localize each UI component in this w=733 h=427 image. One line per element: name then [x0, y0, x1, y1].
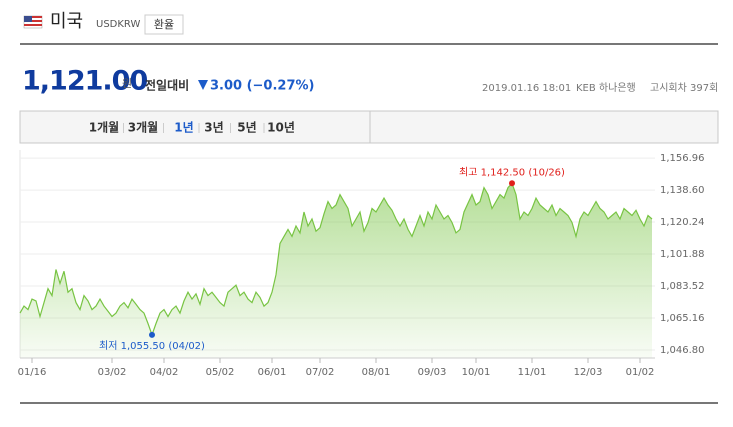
y-tick-label: 1,156.96 [660, 153, 705, 164]
x-tick-label: 07/02 [306, 367, 335, 378]
high-marker [509, 180, 515, 187]
y-tick-label: 1,083.52 [660, 281, 705, 292]
area [20, 183, 652, 358]
x-tick-label: 05/02 [206, 367, 235, 378]
period-tab[interactable]: 1개월 [89, 120, 119, 135]
y-tick-label: 1,138.60 [660, 185, 705, 196]
x-tick-label: 08/01 [362, 367, 391, 378]
price: 1,121.00 [22, 66, 147, 97]
low-annotation: 최저 1,055.50 (04/02) [99, 340, 205, 352]
y-tick-label: 1,065.16 [660, 313, 705, 324]
x-tick-label: 12/03 [574, 367, 603, 378]
down-arrow [198, 80, 208, 90]
currency-code: USDKRW [96, 19, 140, 30]
x-tick-label: 11/01 [518, 367, 547, 378]
x-tick-label: 06/01 [258, 367, 287, 378]
exchange-button-label[interactable]: 환율 [154, 18, 174, 31]
x-tick-label: 09/03 [418, 367, 447, 378]
tab-bar [19, 110, 719, 144]
exchange-button[interactable] [144, 14, 184, 35]
period-tab[interactable]: 5년 [237, 121, 256, 135]
quote-round: 고시회차 397회 [650, 82, 718, 94]
flag-icon [23, 15, 43, 29]
x-tick-label: 03/02 [98, 367, 127, 378]
quote-datetime: 2019.01.16 18:01 [482, 83, 571, 94]
x-tick-label: 10/01 [462, 367, 491, 378]
period-tab[interactable]: 1년 [174, 121, 193, 135]
price-unit: 원 [122, 77, 132, 90]
quote-bank: KEB 하나은행 [576, 81, 636, 94]
x-tick-label: 01/02 [626, 367, 655, 378]
period-tab[interactable]: 3년 [204, 121, 223, 135]
country-name: 미국 [50, 11, 83, 32]
y-tick-label: 1,101.88 [660, 249, 705, 260]
compare-label: 전일대비 [145, 78, 189, 93]
x-tick-label: 01/16 [18, 367, 47, 378]
high-annotation: 최고 1,142.50 (10/26) [459, 166, 565, 178]
line [19, 182, 653, 337]
x-tick-label: 04/02 [150, 367, 179, 378]
y-tick-label: 1,046.80 [660, 345, 705, 356]
y-tick-label: 1,120.24 [660, 217, 705, 228]
low-marker [149, 331, 155, 338]
period-tab[interactable]: 3개월 [128, 120, 158, 135]
price-change: 3.00 (−0.27%) [210, 79, 314, 94]
period-tab[interactable]: 10년 [267, 121, 295, 135]
